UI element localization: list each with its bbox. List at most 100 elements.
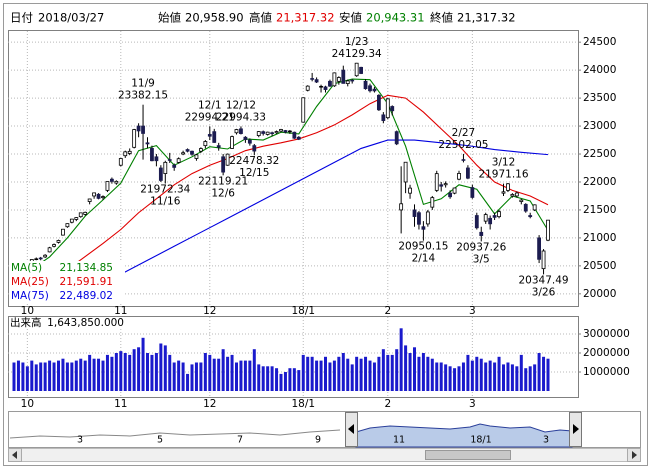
candle-body [141,125,145,134]
candle-body [421,226,426,230]
candle-body [261,131,266,134]
volume-bar [475,356,479,391]
candle-body [167,159,172,161]
volume-bar [488,360,492,391]
candle-body [368,85,372,92]
volume-bar [515,366,519,391]
annotation-date: 11/9 [131,78,155,90]
x-tick-label: 3 [469,398,476,410]
outer-frame [3,3,648,466]
candle-body [483,214,488,222]
volume-bar [217,358,221,391]
volume-bar [279,373,283,391]
header-value: 21,317.32 [276,11,335,25]
header-value: 20,958.90 [185,11,244,25]
annotation-date: 11/16 [150,196,181,208]
candle-body [514,192,519,197]
volume-bar [257,364,261,391]
candle-body [47,247,52,253]
candle-body [448,192,453,198]
volume-bar [48,360,52,391]
candle-body [123,151,128,157]
volume-bar [65,362,69,391]
volume-bar [528,366,532,391]
volume-bar [261,366,265,391]
volume-bar [542,356,546,391]
candle-body [541,250,546,270]
volume-bar [341,353,345,391]
volume-bar [163,345,167,391]
candle-body [443,183,448,186]
candle-body [506,183,510,191]
volume-bar [297,370,301,391]
annotation-value: 22119.21 [198,175,248,187]
candle-body [310,78,315,80]
volume-bar [208,354,212,391]
volume-bar [150,354,154,391]
volume-bar [395,349,399,391]
candle-body [497,211,501,218]
x-tick-label: 2 [384,305,391,317]
scroll-thumb[interactable] [425,450,511,460]
candle-body [247,139,252,144]
navigator-left-handle[interactable] [345,412,358,447]
volume-bar [199,362,203,391]
y-tick-label: 21500 [583,204,616,216]
candle-body [376,94,381,111]
candle-body [528,215,533,218]
text-layer: 日付 2018/03/27 始値 20,958.90 高値 21,317.32 安値 20,9… [9,11,630,446]
candle-body [69,218,74,223]
volume-bar [408,353,412,391]
candle-body [239,128,243,134]
volume-bar [235,362,238,391]
volume-bar [16,360,20,391]
y-tick-label: 2000000 [583,347,630,359]
navigator-label: 11 [393,435,405,446]
volume-bar [101,360,105,391]
candle-body [323,86,328,90]
candle-body [136,125,141,132]
scroll-left-button[interactable] [8,448,22,462]
volume-bar [79,358,83,391]
candle-body [488,217,493,225]
volume-bar [355,356,359,391]
volume-bar [479,358,483,391]
scroll-right-button[interactable] [627,448,641,462]
annotation-value: 21972.34 [140,184,190,196]
candle-body [465,167,470,179]
navigator-line [9,429,341,439]
volume-bar [533,364,537,391]
candle-body [399,203,404,211]
annotation-value: 22994.21 [185,111,235,123]
candle-body [34,258,39,261]
volume-bar [114,353,118,391]
y-tick-label: 24500 [583,36,616,48]
x-tick-label: 3 [469,305,476,317]
annotation-value: 20950.15 [398,241,448,253]
candle-body [265,131,270,135]
scrollbar[interactable] [8,448,641,462]
x-tick-label: 10 [21,398,34,410]
volume-bar [92,358,96,391]
candle-body [461,159,466,161]
volume-bar [230,354,234,391]
volume-title-value: 1,643,850.000 [47,317,124,329]
volume-title-box [9,317,125,329]
navigator-selection [355,423,573,448]
legend-value: 21,591.91 [60,276,113,288]
candle-body [305,85,310,91]
annotation-date: 3/12 [492,157,516,169]
candle-body [479,231,484,236]
candle-body [52,244,56,247]
annotation-date: 3/5 [473,253,490,265]
annotation-date: 12/12 [226,99,256,111]
candle-body [336,77,341,82]
navigator-right-handle[interactable] [569,412,582,447]
y-tick-label: 21000 [583,232,616,244]
candle-body [221,156,226,173]
candle-body [225,153,230,166]
candle-body [434,173,439,191]
candle-body [319,85,323,88]
volume-bar [159,343,163,391]
candle-body [341,69,346,84]
